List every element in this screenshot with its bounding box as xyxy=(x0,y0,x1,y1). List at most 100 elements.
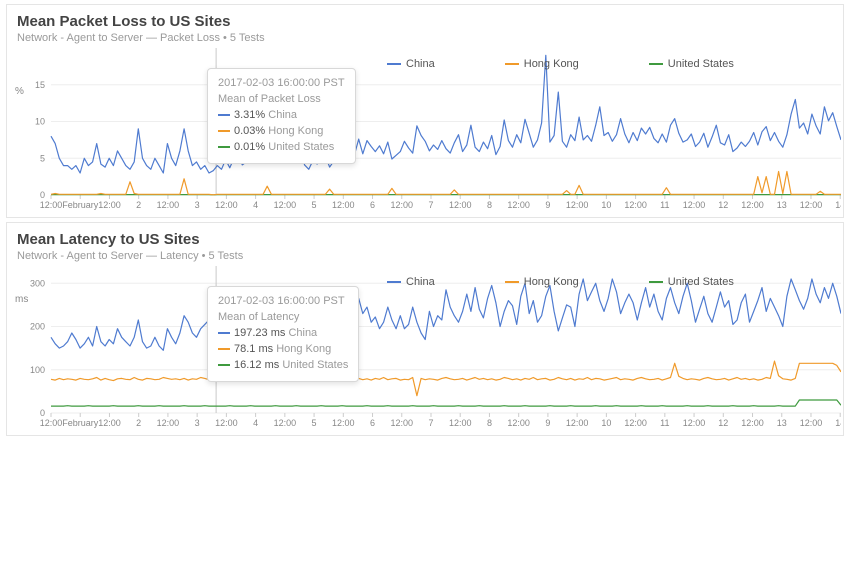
legend-swatch-icon xyxy=(505,63,519,65)
chart1-wrap: % 05101512:00February12:00212:00312:0041… xyxy=(17,48,833,213)
tooltip-timestamp: 2017-02-03 16:00:00 PST xyxy=(218,76,345,92)
svg-text:10: 10 xyxy=(35,117,45,127)
svg-text:12:00: 12:00 xyxy=(390,200,413,210)
svg-text:9: 9 xyxy=(545,200,550,210)
chart2-subtitle: Network - Agent to Server — Latency • 5 … xyxy=(17,250,833,262)
legend-label: China xyxy=(406,276,435,288)
tooltip-swatch-icon xyxy=(218,114,230,116)
legend-swatch-icon xyxy=(505,281,519,283)
legend-item-hongkong[interactable]: Hong Kong xyxy=(505,276,579,288)
tooltip-swatch-icon xyxy=(218,364,230,366)
chart2-tooltip: 2017-02-03 16:00:00 PSTMean of Latency19… xyxy=(207,286,359,382)
svg-text:12:00: 12:00 xyxy=(741,200,764,210)
legend-item-hongkong[interactable]: Hong Kong xyxy=(505,58,579,70)
svg-text:12:00: 12:00 xyxy=(566,200,589,210)
svg-text:12:00: 12:00 xyxy=(274,200,297,210)
svg-text:0: 0 xyxy=(40,408,45,418)
svg-text:6: 6 xyxy=(370,200,375,210)
svg-text:10: 10 xyxy=(601,200,611,210)
chart2-svg[interactable]: 010020030012:00February12:00212:00312:00… xyxy=(17,266,841,431)
tooltip-swatch-icon xyxy=(218,130,230,132)
legend-swatch-icon xyxy=(387,63,401,65)
svg-text:6: 6 xyxy=(370,418,375,428)
svg-text:100: 100 xyxy=(30,365,45,375)
chart2-legend: China Hong Kong United States xyxy=(387,276,734,288)
svg-text:300: 300 xyxy=(30,278,45,288)
svg-text:11: 11 xyxy=(660,200,669,210)
svg-text:February: February xyxy=(62,418,99,428)
tooltip-label: China xyxy=(268,109,297,121)
svg-text:3: 3 xyxy=(195,200,200,210)
svg-text:12:00: 12:00 xyxy=(98,418,121,428)
legend-item-us[interactable]: United States xyxy=(649,276,734,288)
tooltip-value: 0.01% xyxy=(234,141,265,153)
svg-text:12:00: 12:00 xyxy=(390,418,413,428)
svg-text:12:00: 12:00 xyxy=(274,418,297,428)
legend-label: United States xyxy=(668,58,734,70)
svg-text:15: 15 xyxy=(35,80,45,90)
svg-text:14: 14 xyxy=(835,200,841,210)
svg-text:12:00: 12:00 xyxy=(624,418,647,428)
svg-text:12:00: 12:00 xyxy=(40,200,63,210)
svg-text:12:00: 12:00 xyxy=(332,200,355,210)
svg-text:5: 5 xyxy=(312,200,317,210)
tooltip-label: United States xyxy=(268,141,334,153)
tooltip-value: 0.03% xyxy=(234,125,265,137)
svg-text:3: 3 xyxy=(195,418,200,428)
svg-text:12:00: 12:00 xyxy=(40,418,63,428)
chart2-yunit: ms xyxy=(15,294,28,305)
chart2-title: Mean Latency to US Sites xyxy=(17,231,833,248)
tooltip-label: Hong Kong xyxy=(276,343,331,355)
tooltip-value: 197.23 ms xyxy=(234,327,285,339)
svg-text:2: 2 xyxy=(136,418,141,428)
svg-text:12:00: 12:00 xyxy=(741,418,764,428)
panel-latency: Mean Latency to US Sites Network - Agent… xyxy=(6,222,844,436)
svg-text:12:00: 12:00 xyxy=(157,418,180,428)
svg-text:14: 14 xyxy=(835,418,841,428)
svg-text:12:00: 12:00 xyxy=(332,418,355,428)
svg-text:7: 7 xyxy=(428,418,433,428)
svg-text:12: 12 xyxy=(718,418,728,428)
svg-text:0: 0 xyxy=(40,190,45,200)
svg-text:4: 4 xyxy=(253,418,258,428)
tooltip-swatch-icon xyxy=(218,348,230,350)
legend-label: Hong Kong xyxy=(524,58,579,70)
svg-text:12:00: 12:00 xyxy=(215,200,238,210)
svg-text:13: 13 xyxy=(777,200,787,210)
chart1-legend: China Hong Kong United States xyxy=(387,58,734,70)
svg-text:2: 2 xyxy=(136,200,141,210)
panel-packet-loss: Mean Packet Loss to US Sites Network - A… xyxy=(6,4,844,218)
legend-item-us[interactable]: United States xyxy=(649,58,734,70)
legend-label: China xyxy=(406,58,435,70)
tooltip-row: 197.23 ms China xyxy=(218,326,348,342)
tooltip-label: Hong Kong xyxy=(268,125,323,137)
tooltip-row: 0.01% United States xyxy=(218,140,345,156)
svg-text:12:00: 12:00 xyxy=(157,200,180,210)
svg-text:12:00: 12:00 xyxy=(449,200,472,210)
legend-item-china[interactable]: China xyxy=(387,58,435,70)
svg-text:12:00: 12:00 xyxy=(683,418,706,428)
chart1-subtitle: Network - Agent to Server — Packet Loss … xyxy=(17,32,833,44)
legend-label: Hong Kong xyxy=(524,276,579,288)
svg-text:12:00: 12:00 xyxy=(507,200,530,210)
svg-text:13: 13 xyxy=(777,418,787,428)
tooltip-row: 16.12 ms United States xyxy=(218,358,348,374)
tooltip-label: United States xyxy=(282,359,348,371)
svg-text:12:00: 12:00 xyxy=(507,418,530,428)
svg-text:12: 12 xyxy=(718,200,728,210)
tooltip-row: 78.1 ms Hong Kong xyxy=(218,342,348,358)
svg-text:5: 5 xyxy=(40,153,45,163)
svg-text:7: 7 xyxy=(428,200,433,210)
tooltip-row: 0.03% Hong Kong xyxy=(218,124,345,140)
svg-text:5: 5 xyxy=(312,418,317,428)
chart1-tooltip: 2017-02-03 16:00:00 PSTMean of Packet Lo… xyxy=(207,68,356,164)
svg-text:12:00: 12:00 xyxy=(800,200,823,210)
svg-text:February: February xyxy=(62,200,99,210)
tooltip-swatch-icon xyxy=(218,332,230,334)
svg-text:9: 9 xyxy=(545,418,550,428)
legend-item-china[interactable]: China xyxy=(387,276,435,288)
chart1-svg[interactable]: 05101512:00February12:00212:00312:00412:… xyxy=(17,48,841,213)
tooltip-swatch-icon xyxy=(218,146,230,148)
tooltip-timestamp: 2017-02-03 16:00:00 PST xyxy=(218,294,348,310)
svg-text:12:00: 12:00 xyxy=(800,418,823,428)
